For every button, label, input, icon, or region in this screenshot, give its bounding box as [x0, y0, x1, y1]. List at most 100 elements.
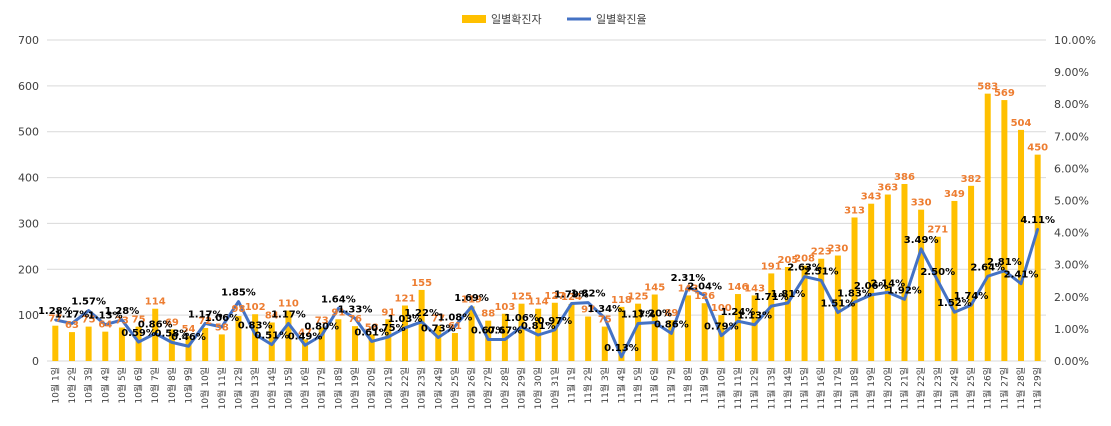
bar — [818, 258, 825, 361]
x-axis-tick-label: 10월 1일 — [49, 367, 61, 404]
bar-value-label: 343 — [861, 192, 882, 203]
bar — [618, 306, 625, 361]
rate-point — [187, 345, 190, 348]
rate-point — [154, 332, 157, 335]
rate-value-label: 0.86% — [654, 319, 689, 330]
rate-point — [70, 322, 74, 325]
right-axis-tick-label: 9.00% — [1054, 66, 1089, 79]
x-axis-tick-label: 10월 14일 — [266, 367, 278, 409]
x-axis-tick-label: 11월 8일 — [682, 367, 694, 404]
x-axis-tick-label: 10월 10일 — [199, 367, 211, 409]
bar — [585, 316, 592, 361]
rate-point — [337, 307, 340, 310]
x-axis-tick-label: 11월 11일 — [732, 367, 744, 409]
x-axis-tick-label: 11월 1일 — [565, 367, 577, 404]
rate-value-label: 1.71% — [754, 292, 789, 303]
bar-value-label: 114 — [528, 297, 549, 308]
bar — [68, 332, 75, 361]
bar-value-label: 205 — [777, 255, 798, 266]
right-axis-tick-label: 8.00% — [1054, 98, 1089, 111]
rate-value-label: 2.06% — [854, 281, 889, 292]
rate-line — [54, 227, 1040, 359]
rate-value-label: 2.31% — [671, 273, 706, 284]
bar-value-label: 72 — [198, 316, 212, 327]
rate-value-label: 1.06% — [204, 313, 239, 324]
bar-value-label: 77 — [431, 314, 445, 325]
bar — [551, 302, 558, 361]
bar — [851, 217, 858, 361]
bar — [751, 295, 758, 361]
bar-value-label: 54 — [182, 324, 196, 335]
x-axis-tick-label: 11월 5일 — [632, 367, 644, 404]
x-axis-tick-label: 10월 15일 — [282, 367, 294, 409]
bar-value-label: 191 — [761, 261, 782, 272]
x-axis-tick-label: 10월 13일 — [249, 367, 261, 409]
bar — [1001, 100, 1008, 361]
rate-value-label: 0.73% — [421, 324, 456, 335]
x-axis-tick-label: 11월 13일 — [765, 367, 777, 409]
rate-value-label: 1.06% — [504, 313, 539, 324]
bar-value-label: 77 — [48, 314, 62, 325]
rate-value-label: 2.50% — [920, 267, 955, 278]
bar-value-label: 569 — [994, 88, 1015, 99]
x-axis-tick-label: 10월 19일 — [349, 367, 361, 409]
rate-point — [437, 336, 440, 339]
x-axis-tick-label: 11월 12일 — [749, 367, 761, 409]
rate-point — [986, 275, 989, 278]
rate-point — [520, 325, 523, 329]
right-axis-tick-label: 3.00% — [1054, 259, 1089, 272]
rate-point — [603, 316, 606, 320]
bar — [1018, 129, 1025, 361]
rate-point — [137, 340, 140, 344]
rate-value-label: 1.92% — [887, 285, 922, 296]
x-axis-tick-label: 10월 5일 — [116, 367, 128, 404]
bar-value-label: 103 — [494, 302, 515, 313]
rate-value-label: 1.82% — [571, 289, 606, 300]
rate-point — [453, 325, 457, 328]
rate-value-label: 0.97% — [537, 316, 572, 327]
rate-value-label: 0.51% — [254, 331, 289, 342]
rate-value-label: 1.51% — [821, 299, 856, 310]
rate-point — [170, 341, 174, 344]
rate-value-label: 2.63% — [787, 263, 822, 274]
rate-point — [287, 322, 290, 325]
x-axis-tick-label: 10월 24일 — [432, 367, 444, 409]
bar — [318, 327, 325, 361]
bar — [801, 265, 808, 361]
x-axis-tick-label: 11월 7일 — [665, 367, 677, 404]
rate-value-label: 1.34% — [587, 304, 622, 315]
rate-point — [953, 311, 956, 314]
x-axis-tick-label: 11월 4일 — [615, 367, 627, 404]
bar-value-label: 75 — [82, 315, 96, 326]
rate-point — [553, 328, 557, 332]
rate-value-label: 1.13% — [737, 311, 772, 322]
x-axis-tick-label: 11월 17일 — [832, 367, 844, 409]
x-axis-tick-label: 10월 16일 — [299, 367, 311, 409]
line-labels: 1.28%1.17%1.57%1.13%1.28%0.59%0.86%0.58%… — [38, 215, 1055, 354]
rate-point — [653, 321, 656, 324]
right-axis-tick-label: 0.00% — [1054, 355, 1089, 368]
bar-value-label: 110 — [278, 299, 299, 310]
rate-point — [936, 279, 939, 282]
rate-point — [470, 305, 473, 308]
bar-value-label: 84 — [265, 310, 279, 321]
bar-value-label: 386 — [894, 172, 915, 183]
bar — [168, 329, 175, 361]
right-axis-tick-label: 10.00% — [1054, 34, 1096, 47]
bar-value-label: 64 — [98, 320, 112, 331]
bar-value-label: 73 — [315, 316, 329, 327]
bar-value-label: 313 — [844, 205, 865, 216]
x-axis-tick-label: 10월 23일 — [416, 367, 428, 409]
bar-value-label: 75 — [132, 315, 146, 326]
rate-value-label: 1.64% — [321, 294, 356, 305]
legend: 일별확진자 일별확진율 — [462, 12, 647, 26]
bar — [984, 93, 991, 361]
rate-point — [203, 322, 207, 325]
bar — [1034, 154, 1041, 361]
rate-value-label: 0.86% — [138, 319, 173, 330]
rate-point — [820, 279, 823, 282]
rate-point — [620, 355, 623, 359]
x-axis-tick-label: 11월 21일 — [898, 367, 910, 409]
